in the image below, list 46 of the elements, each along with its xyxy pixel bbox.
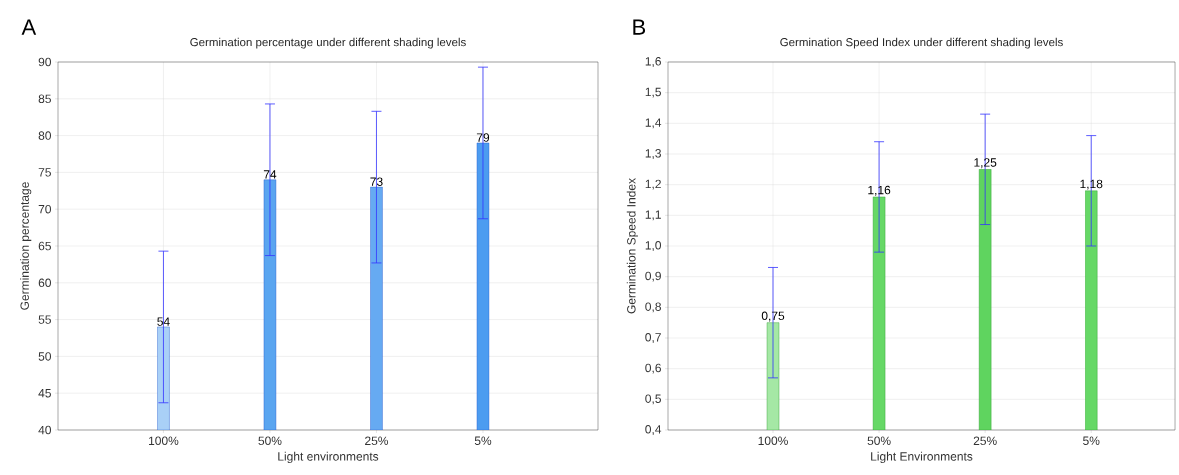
y-tick-label: 40 [38, 425, 52, 435]
x-tick-label: 50% [867, 436, 891, 446]
y-tick-label: 65 [38, 241, 51, 251]
data-label: 1,25 [974, 158, 997, 169]
y-tick-label: 90 [38, 57, 52, 67]
data-label: 79 [476, 133, 490, 142]
y-tick-label: 0,8 [645, 302, 661, 313]
x-tick-label: 100% [758, 436, 788, 446]
y-tick-label: 1,0 [645, 241, 662, 251]
y-tick-label: 0,6 [645, 363, 661, 374]
data-label: 0,75 [761, 311, 785, 322]
y-tick-label: 0,5 [645, 394, 661, 405]
chart-title: Germination percentage under different shading levels [190, 37, 466, 49]
y-tick-label: 0,4 [645, 425, 662, 435]
x-tick-label: 100% [149, 436, 179, 446]
y-axis-title: Germination Speed Index [626, 178, 638, 314]
y-axis-title: Germination percentage [20, 182, 32, 310]
y-tick-label: 60 [38, 278, 52, 288]
y-tick-label: 1,4 [645, 118, 662, 129]
data-label: 1,16 [868, 185, 891, 196]
y-tick-label: 70 [38, 204, 52, 214]
y-tick-label: 85 [38, 94, 51, 104]
x-tick-label: 25% [365, 436, 389, 446]
y-tick-label: 0,7 [645, 333, 661, 343]
y-tick-label: 1,3 [645, 149, 661, 159]
y-tick-label: 45 [38, 389, 51, 398]
y-tick-label: 1,6 [645, 57, 661, 67]
y-tick-label: 0,9 [645, 271, 661, 282]
text: A [21, 19, 37, 35]
y-tick-label: 1,5 [645, 87, 661, 98]
x-tick-label: 5% [1083, 436, 1100, 445]
y-tick-label: 1,1 [645, 210, 661, 221]
x-axis-title: Light Environments [871, 451, 973, 464]
x-tick-label: 50% [258, 436, 282, 446]
data-label: 74 [263, 170, 277, 179]
x-tick-label: 5% [474, 436, 492, 445]
data-label: 1,18 [1080, 179, 1103, 190]
x-tick-label: 25% [973, 436, 997, 446]
y-tick-label: 55 [38, 315, 51, 324]
x-axis-title: Light environments [278, 451, 379, 464]
y-tick-label: 50 [38, 352, 52, 361]
chart-title: Germination Speed Index under different shading levels [780, 37, 1063, 49]
y-tick-label: 75 [38, 168, 51, 177]
y-tick-label: 1,2 [645, 179, 661, 190]
y-tick-label: 80 [38, 131, 52, 140]
text: B [633, 19, 646, 35]
